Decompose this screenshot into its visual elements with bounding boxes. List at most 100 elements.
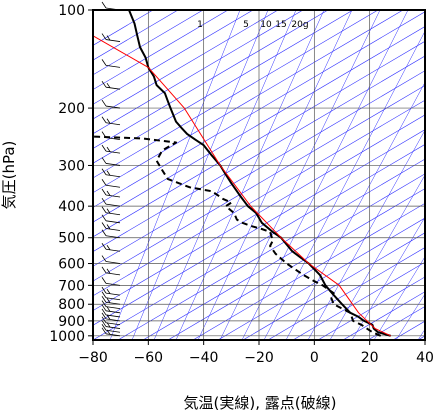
- wind-barb-flag: [101, 304, 107, 312]
- mixing-ratio-label: 1: [197, 20, 203, 30]
- mixing-ratio-label: 10: [260, 20, 272, 30]
- wind-barb-flag: [101, 229, 107, 236]
- temperature-line: [128, 10, 391, 337]
- wind-barb-flag: [101, 144, 107, 152]
- wind-barb-flag: [101, 99, 107, 107]
- y-tick-label: 1000: [49, 329, 85, 345]
- y-tick-label: 700: [58, 278, 85, 294]
- wind-barb-flag: [106, 118, 111, 124]
- wind-barb-flag: [101, 277, 107, 284]
- wind-barb-flag: [101, 312, 107, 320]
- x-axis-title: 気温(実線), 露点(破線): [184, 394, 337, 412]
- series-group: [93, 10, 391, 337]
- wind-barb-flag: [101, 206, 107, 213]
- isotherm-line: [93, 10, 254, 105]
- wind-barb-flag: [101, 179, 107, 186]
- wind-barb-staff: [105, 137, 121, 141]
- wind-barb-staff: [105, 184, 121, 188]
- wind-barb-staff: [105, 261, 121, 264]
- x-ticks: −80 −60 −40 −20 0 20 40: [78, 340, 434, 366]
- wind-barb-flag: [101, 308, 107, 316]
- y-tick-label: 400: [58, 199, 85, 215]
- wind-barb-flag: [106, 208, 111, 214]
- wind-barb-staff: [105, 150, 121, 154]
- wind-barb-flag: [106, 306, 111, 312]
- y-tick-label: 600: [58, 257, 85, 273]
- wind-barb-staff: [105, 318, 121, 322]
- x-tick-label: −80: [78, 350, 108, 366]
- wind-barb-staff: [105, 86, 121, 90]
- wind-barb-staff: [105, 329, 121, 333]
- wind-barb-flag: [101, 168, 107, 176]
- wind-barb-staff: [105, 310, 121, 314]
- mixing-ratio-label: 20g: [291, 20, 308, 30]
- wind-barb-flag: [106, 35, 111, 41]
- y-tick-label: 800: [58, 297, 85, 313]
- wind-barb-flag: [101, 296, 107, 303]
- isotherm-line: [93, 10, 304, 135]
- wind-barb-flag: [101, 80, 107, 88]
- y-axis-title: 気圧(hPa): [0, 141, 18, 210]
- wind-barb-staff: [105, 163, 121, 166]
- wind-barb-flag: [101, 255, 107, 262]
- x-tick-label: −20: [244, 350, 274, 366]
- wind-barb-staff: [105, 122, 121, 126]
- isotherm-line: [93, 10, 329, 149]
- wind-barb-staff: [105, 333, 121, 337]
- wind-barb-staff: [105, 297, 121, 301]
- x-tick-label: 40: [416, 350, 434, 366]
- wind-barb-flag: [101, 286, 107, 294]
- wind-barb-flag: [106, 288, 111, 294]
- wind-barb-flag: [101, 157, 107, 164]
- wind-barb-staff: [105, 105, 121, 109]
- wind-barb-flag: [101, 243, 107, 250]
- wind-barb-staff: [105, 322, 121, 326]
- wind-barb-flag: [101, 197, 107, 205]
- wind-barb-flag: [106, 268, 111, 274]
- wind-barb-flag: [101, 291, 107, 298]
- wind-barb-staff: [105, 326, 121, 329]
- x-tick-label: −60: [134, 350, 164, 366]
- isotherm-line: [93, 55, 425, 252]
- wind-barb-flag: [101, 33, 107, 40]
- wind-barb-staff: [105, 212, 121, 216]
- wind-barb-staff: [105, 228, 121, 231]
- isotherm-line: [93, 40, 425, 238]
- isotherm-line: [93, 10, 279, 120]
- wind-barb-flag: [101, 222, 107, 229]
- wind-barb-flag: [106, 82, 111, 88]
- isotherm-line: [93, 10, 379, 179]
- wind-barb-staff: [105, 39, 121, 42]
- wind-barb-flag: [101, 59, 107, 66]
- dewpoint-line: [93, 135, 382, 337]
- wind-barb-flag: [101, 1, 107, 9]
- wind-barb-flag: [106, 298, 111, 303]
- wind-barb-flag: [106, 190, 111, 196]
- wind-barb-flag: [101, 324, 107, 331]
- wind-barb-flag: [101, 214, 107, 222]
- y-tick-label: 100: [58, 3, 85, 19]
- wind-barb-flag: [101, 131, 107, 138]
- wind-barb-flag: [101, 116, 107, 123]
- wind-barb-staff: [105, 64, 121, 68]
- wind-barb-flag: [101, 188, 107, 196]
- x-tick-label: −40: [189, 350, 219, 366]
- isotherm-line: [93, 10, 229, 90]
- parcel-line: [93, 35, 391, 337]
- y-tick-label: 900: [58, 314, 85, 330]
- wind-barb-flag: [106, 224, 111, 230]
- wind-barb-staff: [105, 272, 121, 276]
- wind-barb-staff: [105, 292, 121, 296]
- isotherm-line: [93, 10, 404, 194]
- y-tick-label: 200: [58, 101, 85, 117]
- wind-barb-flag: [101, 300, 107, 307]
- wind-barb-flag: [106, 146, 111, 152]
- x-tick-label: 0: [310, 350, 319, 366]
- isotherm-line: [93, 85, 425, 282]
- isotherm-line: [93, 70, 425, 267]
- wind-barb-flag: [101, 320, 107, 327]
- mixing-ratio-label: 15: [275, 20, 286, 30]
- wind-barb-staff: [105, 248, 121, 252]
